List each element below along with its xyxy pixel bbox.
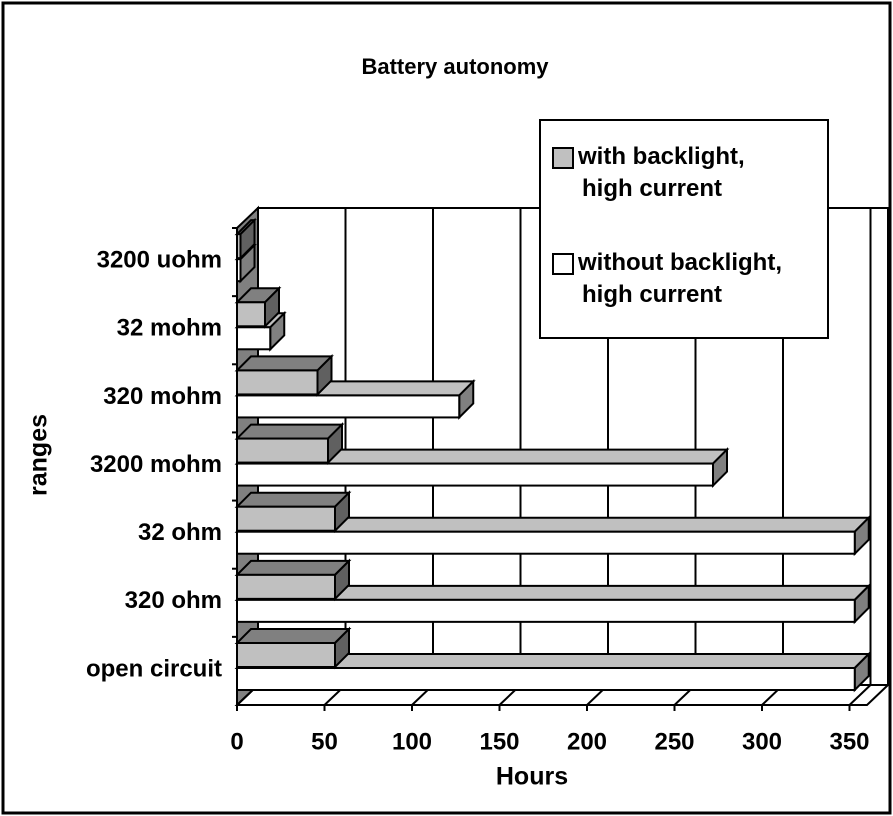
legend-label: without backlight, high current [577,249,782,308]
chart-title: Battery autonomy [361,54,549,79]
y-tick-label: 3200 uohm [97,246,222,273]
bar-top [234,559,352,576]
legend-label: with backlight, high current [577,143,745,202]
bar [236,369,319,396]
x-tick-label: 200 [567,728,607,755]
y-tick-label: 3200 mohm [90,451,222,478]
x-axis-label: Hours [496,763,568,791]
bar [236,598,856,623]
x-tick-label: 350 [829,728,869,755]
bar [236,462,714,487]
legend-swatch [552,253,574,275]
floor-grid-line [848,684,872,706]
y-tick-label: 32 ohm [138,519,222,546]
bar [236,326,272,351]
bar [236,394,461,419]
x-tick-label: 50 [311,728,338,755]
y-tick-label: open circuit [86,655,222,682]
bar-top [234,491,352,508]
bar [236,258,242,283]
bar-top [234,355,334,372]
legend-swatch [552,147,574,169]
bar-top [234,423,345,440]
x-tick-label: 0 [230,728,243,755]
bar [236,573,336,600]
legend-box [539,119,829,339]
bar [236,505,336,532]
bar [236,667,856,691]
y-tick-label: 32 mohm [117,315,222,342]
y-tick-label: 320 ohm [125,587,222,614]
bar-top [234,628,352,644]
bar [236,530,856,555]
bar [236,642,336,668]
bar [236,233,242,260]
bar [236,301,266,328]
x-tick-label: 300 [742,728,782,755]
x-tick-label: 150 [479,728,519,755]
x-tick-label: 250 [654,728,694,755]
x-tick-label: 100 [392,728,432,755]
y-tick-label: 320 mohm [103,383,222,410]
bar [236,437,329,464]
y-axis-label: ranges [25,414,53,496]
